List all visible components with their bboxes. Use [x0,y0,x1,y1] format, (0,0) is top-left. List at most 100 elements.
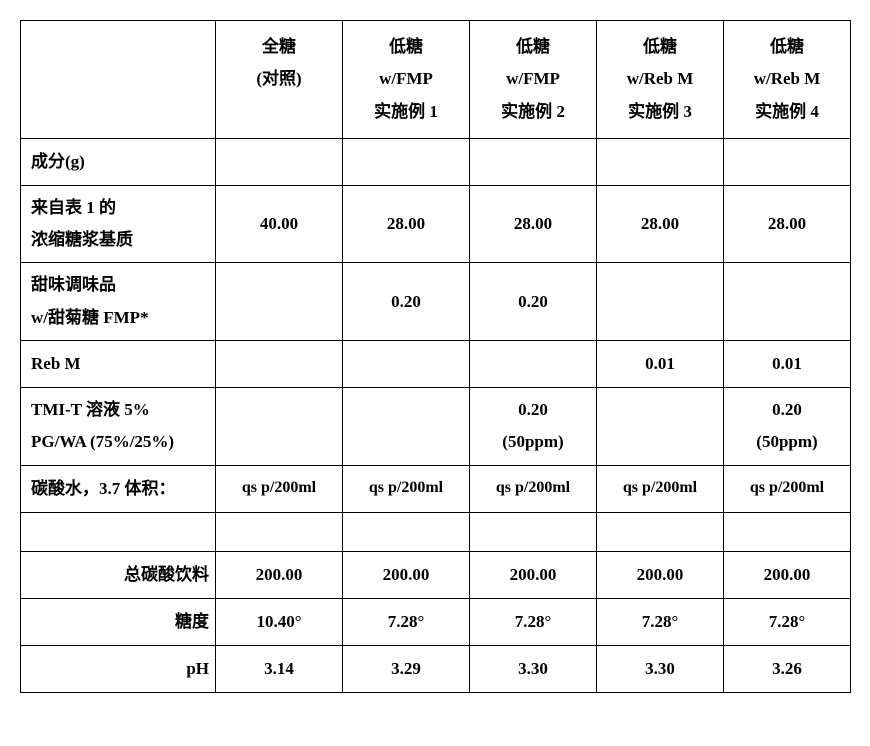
header-line: 低糖 [351,31,461,63]
label-line: 来自表 1 的 [31,192,207,224]
cell [343,341,470,388]
cell [597,263,724,341]
cell: 7.28° [470,598,597,645]
cell [724,263,851,341]
cell: 7.28° [343,598,470,645]
header-col-3: 低糖 w/FMP 实施例 2 [470,21,597,139]
header-line: w/Reb M [605,63,715,95]
header-line: 低糖 [605,31,715,63]
table-body: 全糖 (对照) 低糖 w/FMP 实施例 1 低糖 w/FMP 实施例 2 低糖… [21,21,851,693]
row-label: 成分(g) [21,138,216,185]
cell: 40.00 [216,185,343,263]
cell: 3.29 [343,645,470,692]
label-line: 甜味调味品 [31,269,207,301]
header-line: 全糖 [224,31,334,63]
row-label: 总碳酸饮料 [21,551,216,598]
label-text: pH [186,659,209,678]
cell [343,138,470,185]
header-blank [21,21,216,139]
header-line: w/FMP [478,63,588,95]
cell: qs p/200ml [597,465,724,512]
table-row: 糖度 10.40° 7.28° 7.28° 7.28° 7.28° [21,598,851,645]
row-label: 糖度 [21,598,216,645]
row-label: 甜味调味品 w/甜菊糖 FMP* [21,263,216,341]
header-line: 实施例 3 [605,96,715,128]
cell: 7.28° [597,598,724,645]
label-text: 糖度 [175,612,209,631]
cell: 3.30 [470,645,597,692]
cell: 0.01 [597,341,724,388]
cell [597,388,724,466]
table-row: 碳酸水，3.7 体积： qs p/200ml qs p/200ml qs p/2… [21,465,851,512]
table-row: Reb M 0.01 0.01 [21,341,851,388]
header-line: w/Reb M [732,63,842,95]
cell: 0.01 [724,341,851,388]
label-text: 总碳酸饮料 [124,565,209,584]
cell: qs p/200ml [470,465,597,512]
table-row-blank [21,512,851,551]
cell [470,138,597,185]
cell: 0.20(50ppm) [470,388,597,466]
header-col-5: 低糖 w/Reb M 实施例 4 [724,21,851,139]
cell: 200.00 [470,551,597,598]
cell [724,512,851,551]
cell: 200.00 [343,551,470,598]
table-header-row: 全糖 (对照) 低糖 w/FMP 实施例 1 低糖 w/FMP 实施例 2 低糖… [21,21,851,139]
cell: 200.00 [216,551,343,598]
cell [343,512,470,551]
cell: 3.30 [597,645,724,692]
cell: 28.00 [724,185,851,263]
cell: qs p/200ml [343,465,470,512]
cell: qs p/200ml [216,465,343,512]
row-label: Reb M [21,341,216,388]
cell: 7.28° [724,598,851,645]
cell [216,341,343,388]
header-line: 实施例 4 [732,96,842,128]
row-label: TMI-T 溶液 5% PG/WA (75%/25%) [21,388,216,466]
label-text: 碳酸水，3.7 体积： [31,479,176,498]
label-line: 浓缩糖浆基质 [31,224,207,256]
header-line: (对照) [224,63,334,95]
header-line: w/FMP [351,63,461,95]
cell [724,138,851,185]
cell: 0.20 [470,263,597,341]
header-line: 实施例 2 [478,96,588,128]
cell: 28.00 [597,185,724,263]
table-row: TMI-T 溶液 5% PG/WA (75%/25%) 0.20(50ppm) … [21,388,851,466]
formulation-table: 全糖 (对照) 低糖 w/FMP 实施例 1 低糖 w/FMP 实施例 2 低糖… [20,20,851,693]
label-line: w/甜菊糖 FMP* [31,302,207,334]
cell: 200.00 [597,551,724,598]
row-label: pH [21,645,216,692]
cell: 28.00 [343,185,470,263]
label-line: TMI-T 溶液 5% [31,394,207,426]
row-label: 碳酸水，3.7 体积： [21,465,216,512]
table-row: 成分(g) [21,138,851,185]
cell: 3.14 [216,645,343,692]
cell [216,138,343,185]
cell [216,263,343,341]
header-col-4: 低糖 w/Reb M 实施例 3 [597,21,724,139]
cell: qs p/200ml [724,465,851,512]
header-line: 低糖 [732,31,842,63]
cell: 200.00 [724,551,851,598]
label-line: PG/WA (75%/25%) [31,426,207,458]
cell [597,512,724,551]
header-col-1: 全糖 (对照) [216,21,343,139]
table-row: pH 3.14 3.29 3.30 3.30 3.26 [21,645,851,692]
table-row: 甜味调味品 w/甜菊糖 FMP* 0.20 0.20 [21,263,851,341]
cell: 28.00 [470,185,597,263]
cell: 10.40° [216,598,343,645]
cell [216,512,343,551]
cell [470,512,597,551]
table-row: 来自表 1 的 浓缩糖浆基质 40.00 28.00 28.00 28.00 2… [21,185,851,263]
label-text: 成分(g) [31,152,85,171]
cell [470,341,597,388]
label-text: Reb M [31,354,81,373]
cell: 0.20 [343,263,470,341]
cell [343,388,470,466]
row-label: 来自表 1 的 浓缩糖浆基质 [21,185,216,263]
header-line: 低糖 [478,31,588,63]
header-line: 实施例 1 [351,96,461,128]
cell [216,388,343,466]
table-row: 总碳酸饮料 200.00 200.00 200.00 200.00 200.00 [21,551,851,598]
